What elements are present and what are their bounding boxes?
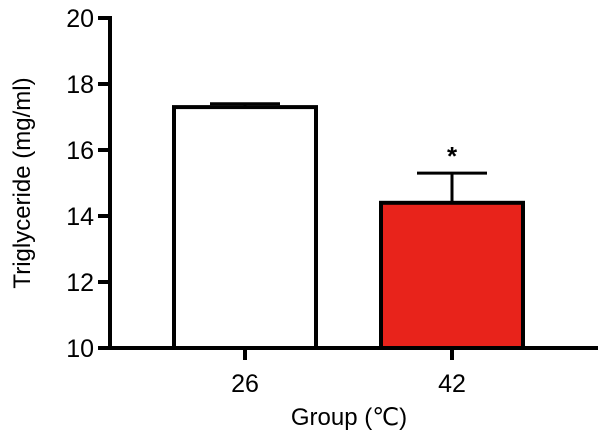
x-axis-ticks: 26 42 [231,348,466,398]
x-tick-label: 26 [231,370,259,398]
y-tick-label: 16 [66,137,94,165]
y-tick-label: 12 [66,269,94,297]
bar [172,105,318,350]
y-tick-label: 20 [66,5,94,33]
y-tick-label: 14 [66,203,94,231]
y-axis-ticks: 10 12 14 16 18 20 [66,5,110,363]
x-axis-title: Group (℃) [291,404,407,431]
significance-marker: * [447,141,458,171]
bars: * [172,102,525,350]
bar [379,200,525,350]
y-tick-label: 18 [66,71,94,99]
y-tick-label: 10 [66,335,94,363]
y-axis-title: Triglyceride (mg/ml) [9,77,36,288]
x-tick-label: 42 [438,370,466,398]
